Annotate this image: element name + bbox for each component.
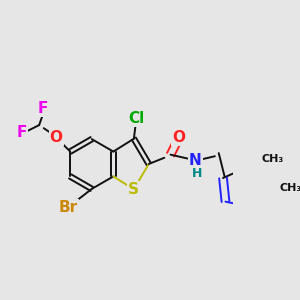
- Text: Br: Br: [59, 200, 78, 215]
- Text: F: F: [38, 100, 48, 116]
- Text: F: F: [17, 125, 27, 140]
- Text: N: N: [189, 153, 202, 168]
- Text: CH₃: CH₃: [279, 183, 300, 193]
- Text: O: O: [50, 130, 63, 145]
- Text: Cl: Cl: [128, 111, 144, 126]
- Text: O: O: [172, 130, 185, 145]
- Text: S: S: [128, 182, 140, 197]
- Text: H: H: [192, 167, 202, 180]
- Text: CH₃: CH₃: [262, 154, 284, 164]
